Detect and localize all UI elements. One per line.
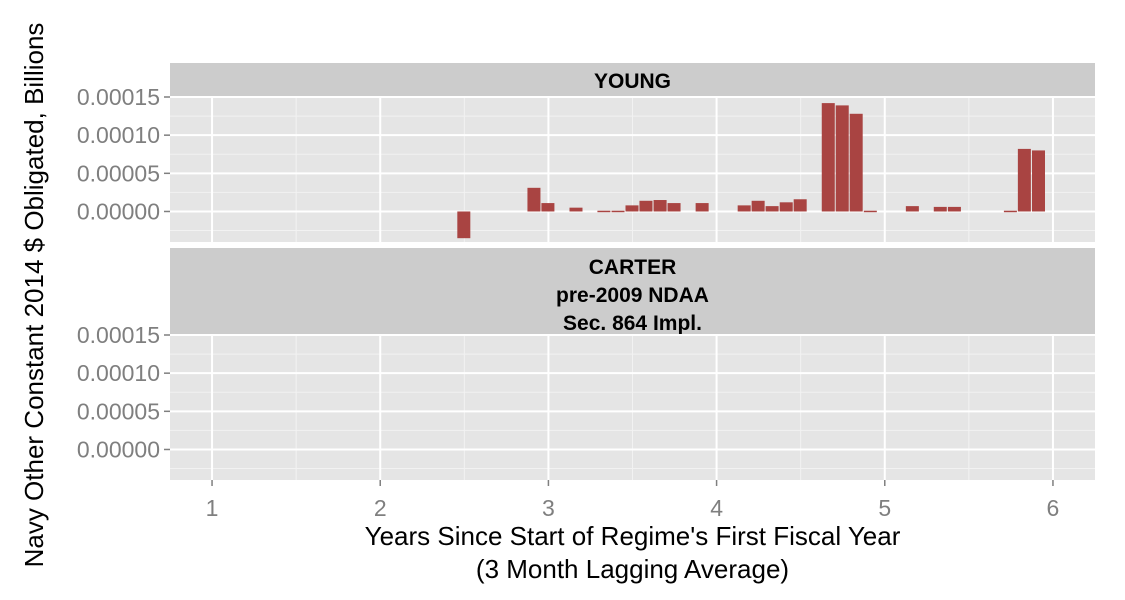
bar xyxy=(1003,210,1017,213)
bar xyxy=(597,210,611,213)
y-tick-label: 0.00005 xyxy=(77,398,160,424)
strip-label-line-2: pre-2009 NDAA xyxy=(556,284,709,307)
x-tick-label: 4 xyxy=(710,495,723,521)
bar xyxy=(527,187,541,212)
bar xyxy=(667,203,681,212)
y-axis-ticks: 0.00000 0.00005 0.00010 0.00015 xyxy=(77,322,170,462)
panel-young: YOUNG 0.00000 0.00005 0.00010 0.00015 xyxy=(77,63,1095,242)
x-axis-ticks: 1 2 3 4 5 6 xyxy=(206,480,1060,521)
bar xyxy=(765,206,779,212)
bar xyxy=(541,203,555,212)
bar xyxy=(863,210,877,213)
bar xyxy=(653,200,667,212)
panel-grid xyxy=(170,96,1095,242)
y-tick-label: 0.00010 xyxy=(77,360,160,386)
y-tick-label: 0.00010 xyxy=(77,122,160,148)
bar xyxy=(625,205,639,212)
strip-background xyxy=(170,248,1095,335)
bar xyxy=(793,199,807,212)
bar xyxy=(737,205,751,212)
y-tick-label: 0.00015 xyxy=(77,84,160,110)
x-tick-label: 6 xyxy=(1047,495,1060,521)
bar xyxy=(905,206,919,212)
x-tick-label: 5 xyxy=(878,495,891,521)
bar xyxy=(457,211,471,239)
x-axis-title-line-1: Years Since Start of Regime's First Fisc… xyxy=(365,521,901,551)
bar xyxy=(779,202,793,212)
bar xyxy=(751,200,765,212)
bar xyxy=(569,207,583,212)
panel-bars xyxy=(457,103,1046,239)
bar xyxy=(1031,150,1046,212)
x-tick-label: 2 xyxy=(374,495,387,521)
bar xyxy=(947,206,961,212)
bar xyxy=(835,105,849,212)
strip-background xyxy=(170,63,1095,97)
bar xyxy=(695,203,709,212)
x-axis-title-line-2: (3 Month Lagging Average) xyxy=(476,554,789,584)
bar xyxy=(933,206,947,212)
bar xyxy=(849,113,863,212)
strip-label-line-3: Sec. 864 Impl. xyxy=(563,312,702,335)
y-tick-label: 0.00000 xyxy=(77,436,160,462)
panel-grid xyxy=(170,334,1095,480)
bar xyxy=(611,210,625,213)
y-tick-label: 0.00015 xyxy=(77,322,160,348)
strip-label: YOUNG xyxy=(594,70,671,93)
y-axis-title: Navy Other Constant 2014 $ Obligated, Bi… xyxy=(19,23,49,568)
panel-carter: CARTER pre-2009 NDAA Sec. 864 Impl. 0.00… xyxy=(77,248,1095,480)
strip-label-line-1: CARTER xyxy=(589,256,677,279)
x-tick-label: 1 xyxy=(206,495,219,521)
y-tick-label: 0.00000 xyxy=(77,198,160,224)
x-tick-label: 3 xyxy=(542,495,555,521)
y-tick-label: 0.00005 xyxy=(77,160,160,186)
bar xyxy=(1017,148,1031,212)
y-axis-ticks: 0.00000 0.00005 0.00010 0.00015 xyxy=(77,84,170,224)
bar xyxy=(639,200,653,212)
bar xyxy=(821,103,835,212)
